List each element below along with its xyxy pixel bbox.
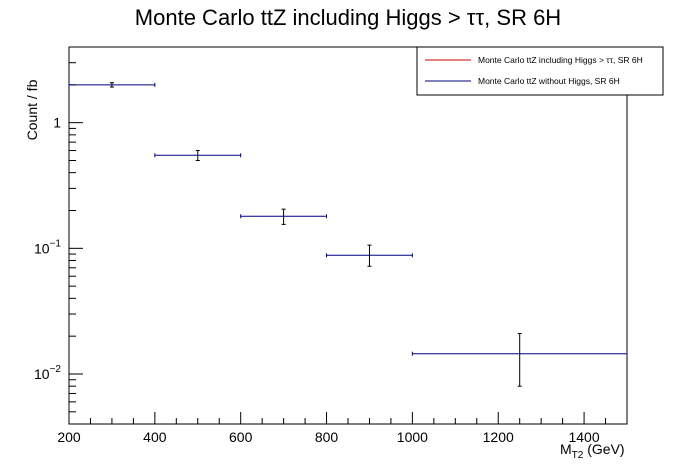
chart-title: Monte Carlo ttZ including Higgs > ττ, SR… xyxy=(135,5,561,30)
x-tick-label: 1400 xyxy=(568,429,599,445)
y-tick-label: 10−1 xyxy=(34,238,61,256)
plot-frame xyxy=(68,46,628,425)
x-tick-label: 400 xyxy=(143,429,167,445)
legend: Monte Carlo ttZ including Higgs > ττ, SR… xyxy=(416,46,664,96)
legend-label-no-higgs: Monte Carlo ttZ without Higgs, SR 6H xyxy=(478,76,620,86)
x-axis-label-unit: (GeV) xyxy=(583,441,624,457)
y-tick-label: 10−2 xyxy=(34,364,61,382)
y-tick-label: 1 xyxy=(53,115,61,131)
legend-label-higgs: Monte Carlo ttZ including Higgs > ττ, SR… xyxy=(478,55,643,65)
x-tick-label: 1200 xyxy=(483,429,514,445)
y-axis-label: Count / fb xyxy=(24,79,40,140)
x-axis-label: MT2 (GeV) xyxy=(560,441,625,461)
y-tick-label-exponent: −2 xyxy=(50,364,62,375)
x-tick-label: 200 xyxy=(57,429,81,445)
x-tick-label: 1000 xyxy=(397,429,428,445)
y-tick-label-base: 10 xyxy=(34,240,50,256)
y-tick-label-exponent: −1 xyxy=(50,238,62,249)
y-tick-label-base: 10 xyxy=(34,366,50,382)
x-axis-label-sub: T2 xyxy=(572,450,584,461)
x-tick-label: 600 xyxy=(229,429,253,445)
data-marks xyxy=(68,82,628,387)
x-tick-label: 800 xyxy=(315,429,339,445)
x-axis-label-main: M xyxy=(560,441,572,457)
legend-box xyxy=(416,46,664,96)
